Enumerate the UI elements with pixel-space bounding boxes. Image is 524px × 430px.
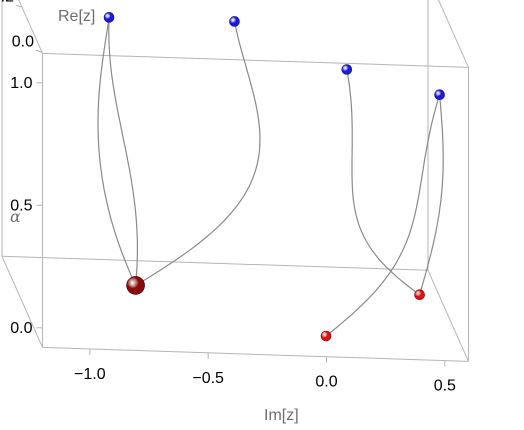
start-point-3	[414, 289, 425, 301]
box-edge-7	[1, 255, 429, 271]
root-points	[103, 12, 445, 342]
im-tick-label-0: −1.0	[74, 366, 106, 383]
box-edge-1	[42, 346, 469, 362]
alpha-tick-label-1: 0.5	[10, 197, 32, 214]
box-edge-3	[18, 0, 43, 54]
re-tick-mark-0	[35, 49, 43, 53]
re-tick-label-1: 0.2	[0, 0, 14, 5]
box-edge-9	[438, 0, 469, 68]
double-root-point	[126, 276, 145, 295]
im-tick-label-1: −0.5	[192, 370, 224, 387]
end-point-3	[341, 64, 353, 75]
alpha-tick-label-0: 0.0	[10, 320, 32, 337]
trajectory-curve-6	[419, 94, 444, 295]
end-point-1	[103, 12, 115, 23]
alpha-axis-label: α	[10, 207, 21, 226]
alpha-tick-label-2: 1.0	[10, 75, 32, 92]
im-tick-label-3: 0.5	[434, 378, 456, 395]
end-point-2	[229, 16, 240, 27]
trajectory-curve-3	[135, 21, 261, 286]
box-edge-4	[42, 52, 469, 68]
end-point-4	[434, 89, 445, 101]
re-axis-label: Re[z]	[58, 8, 95, 25]
bounding-box	[1, 0, 469, 362]
im-axis-label: Im[z]	[264, 407, 299, 424]
trajectory-curves	[97, 17, 444, 337]
re-tick-label-0: 0.0	[12, 33, 34, 50]
trajectory-curve-5	[346, 69, 420, 296]
axis-ticks: −1.0−0.50.00.50.00.51.00.00.20.4	[0, 0, 456, 395]
trajectory-curve-2	[108, 17, 138, 286]
re-tick-mark-1	[15, 4, 23, 8]
box-edge-6	[427, 270, 469, 362]
im-tick-label-2: 0.0	[315, 374, 337, 391]
start-point-2	[320, 330, 332, 342]
trajectory-curve-4	[325, 94, 441, 337]
trajectory-curve-1	[97, 17, 137, 286]
box-edge-0	[1, 256, 43, 348]
